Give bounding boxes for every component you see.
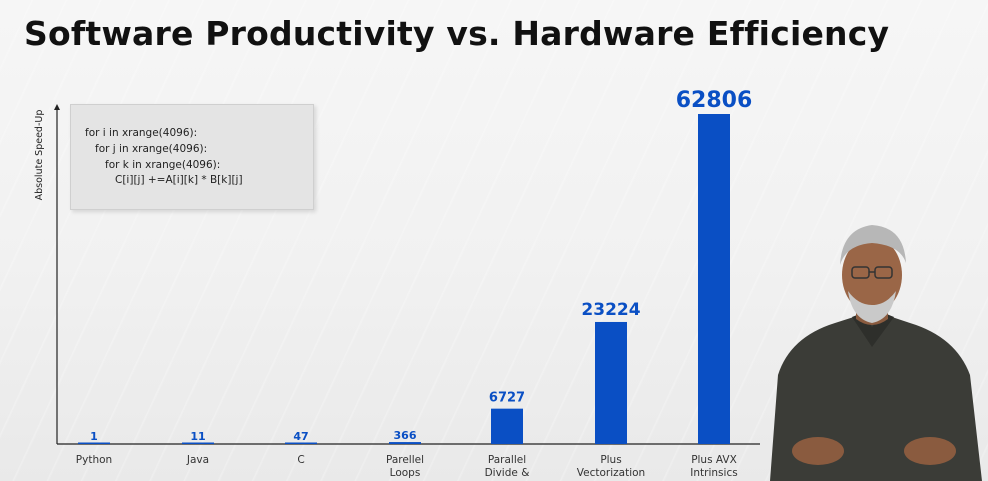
slide-title: Software Productivity vs. Hardware Effic… (24, 14, 890, 53)
y-axis-label: Absolute Speed-Up (34, 110, 45, 201)
data-label-1: 11 (190, 430, 205, 443)
bar-6 (698, 114, 730, 444)
category-label-3-1: Loops (390, 467, 421, 479)
bar-3 (389, 442, 421, 444)
bar-2 (285, 442, 317, 444)
bar-5 (595, 321, 627, 444)
category-label-5-0: Plus (600, 454, 621, 466)
chart-axes: Absolute Speed-Up (34, 104, 760, 445)
category-label-4-1: Divide & (485, 467, 530, 479)
bar-4 (491, 408, 523, 444)
category-label-6-0: Plus AVX (691, 454, 737, 466)
category-label-0-0: Python (76, 454, 112, 466)
data-label-2: 47 (293, 430, 308, 443)
y-axis-arrow (54, 104, 60, 110)
presenter-image (770, 225, 982, 481)
bar-1 (182, 442, 214, 444)
bar-0 (78, 442, 110, 444)
category-label-1-0: Java (186, 454, 209, 466)
category-label-3-0: Parellel (386, 454, 424, 466)
data-label-3: 366 (394, 429, 417, 442)
code-line-2: for j in xrange(4096): (95, 143, 208, 155)
code-snippet-box: for i in xrange(4096): for j in xrange(4… (70, 104, 314, 210)
data-label-4: 6727 (489, 391, 525, 406)
category-label-5-1: Vectorization (577, 467, 645, 479)
code-line-4: C[i][j] +=A[i][k] * B[k][j] (115, 174, 243, 186)
category-label-6-1: Intrinsics (690, 467, 737, 479)
category-label-4-0: Parallel (488, 454, 526, 466)
code-line-3: for k in xrange(4096): (105, 159, 221, 171)
data-label-6: 62806 (676, 88, 753, 113)
chart-bars (78, 114, 730, 444)
data-label-0: 1 (90, 430, 98, 443)
data-label-5: 23224 (581, 300, 640, 320)
category-label-2-0: C (297, 454, 304, 466)
code-line-1: for i in xrange(4096): (85, 127, 198, 139)
